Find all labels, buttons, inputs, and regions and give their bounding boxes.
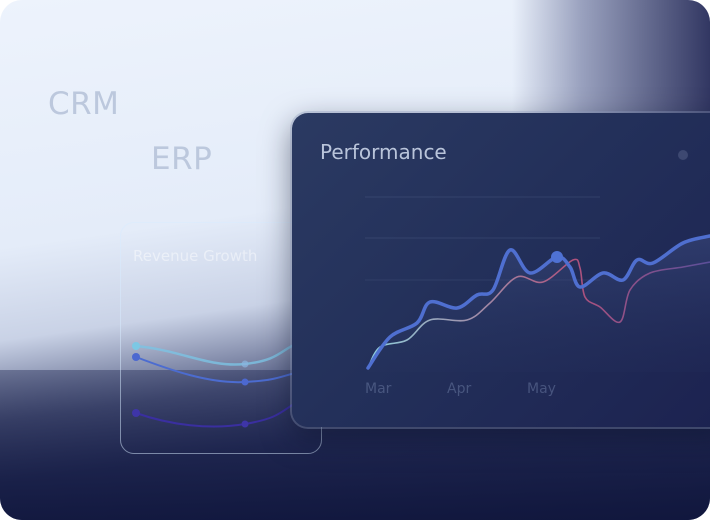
revenue-point <box>132 353 140 361</box>
crm-label: CRM <box>48 86 120 122</box>
x-axis-label: May <box>527 381 556 397</box>
performance-line-primary <box>366 234 710 370</box>
revenue-point <box>241 378 249 386</box>
revenue-point <box>241 360 249 368</box>
card-menu-dot <box>678 150 688 160</box>
performance-title: Performance <box>320 140 447 164</box>
erp-label: ERP <box>151 141 213 177</box>
performance-highlight-point <box>551 251 563 263</box>
revenue-line-blue <box>135 356 301 384</box>
revenue-point <box>132 342 140 350</box>
x-axis-label: Mar <box>365 381 392 397</box>
revenue-point <box>132 409 140 417</box>
x-axis-label: Apr <box>447 381 472 397</box>
performance-line-secondary <box>367 258 710 369</box>
decorative-gradient <box>512 0 710 120</box>
revenue-point <box>241 420 249 428</box>
performance-area <box>368 236 710 372</box>
revenue-growth-title: Revenue Growth <box>133 247 258 265</box>
